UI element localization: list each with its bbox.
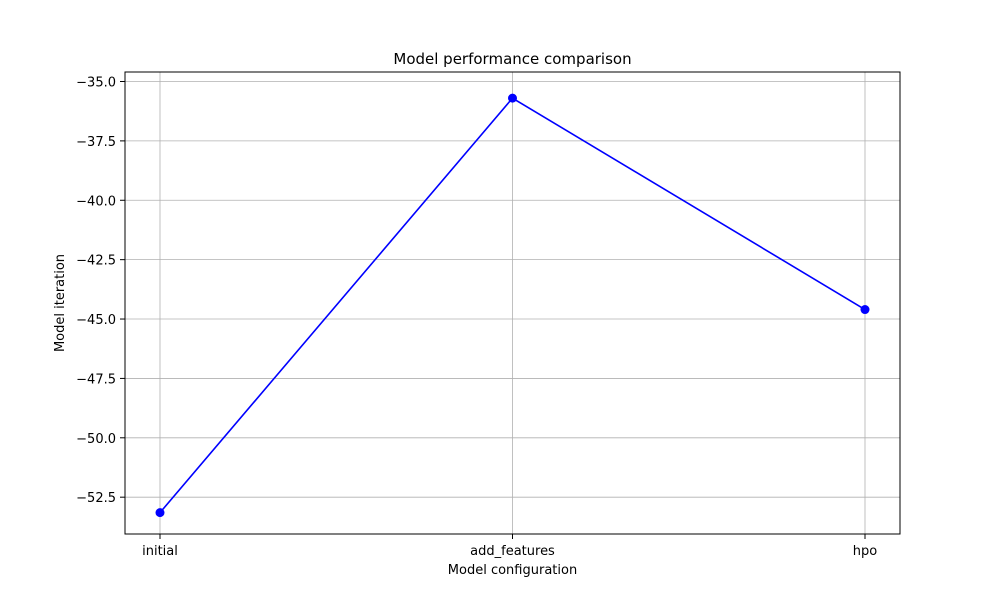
x-tick-label: hpo <box>853 544 877 559</box>
y-tick-label: −37.5 <box>76 135 116 150</box>
y-tick-label: −42.5 <box>76 254 116 269</box>
axis-ticks: initial add_features hpo −52.5 −50.0 −47.5 −45… <box>76 76 877 559</box>
data-point <box>860 305 870 315</box>
series-layer <box>155 93 870 518</box>
y-tick-label: −35.0 <box>76 76 116 91</box>
x-axis-title: Model configuration <box>448 563 577 578</box>
y-axis-title: Model iteration <box>53 254 68 352</box>
chart-title: Model performance comparison <box>393 50 631 68</box>
grid <box>125 72 900 534</box>
y-tick-label: −52.5 <box>76 491 116 506</box>
x-tick-label: initial <box>142 544 178 559</box>
y-tick-label: −47.5 <box>76 372 116 387</box>
x-tick-label: add_features <box>470 544 555 559</box>
data-point <box>155 508 165 518</box>
y-tick-label: −50.0 <box>76 432 116 447</box>
y-tick-label: −40.0 <box>76 194 116 209</box>
data-point <box>508 93 517 103</box>
y-tick-label: −45.0 <box>76 313 116 328</box>
